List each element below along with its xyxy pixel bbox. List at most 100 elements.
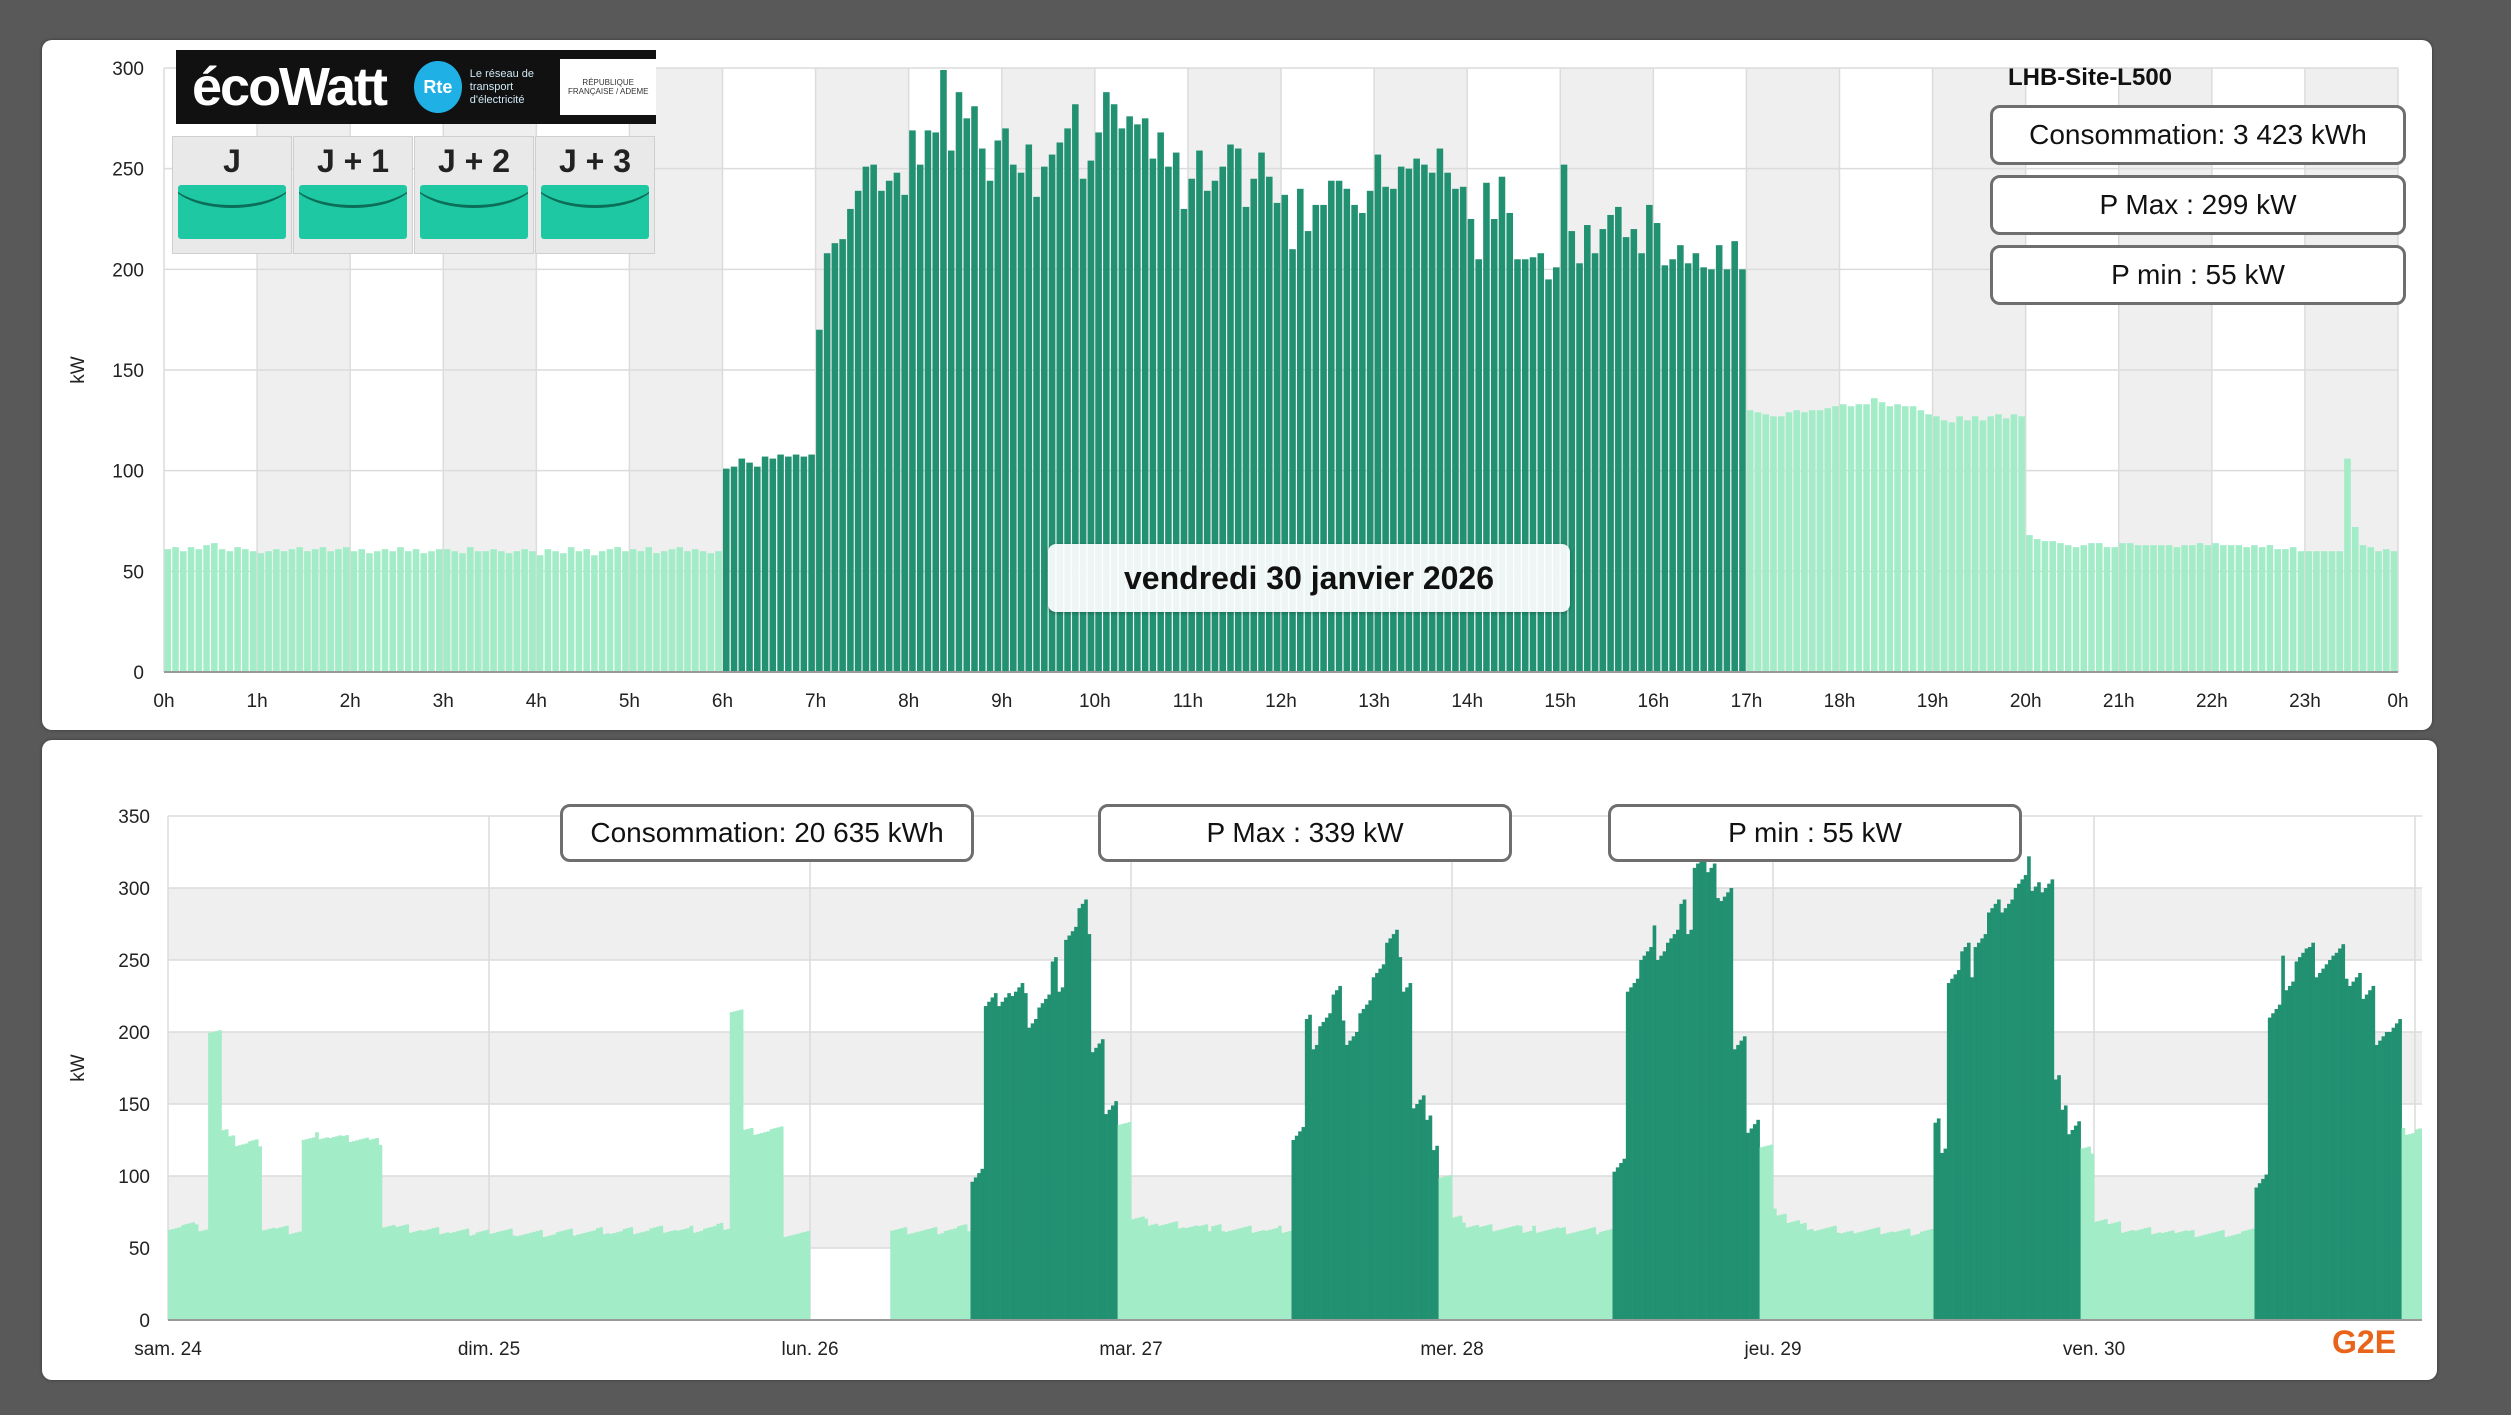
bar (472, 1234, 476, 1320)
bar (1997, 899, 2001, 1320)
bar (823, 253, 831, 672)
bar (779, 1126, 784, 1320)
bar (932, 132, 939, 673)
bar (335, 1136, 339, 1320)
bar (552, 551, 559, 672)
bar (1716, 898, 1720, 1320)
bar (565, 1229, 570, 1320)
bar (2287, 985, 2292, 1320)
bar (1211, 1226, 1215, 1320)
bar (1196, 150, 1203, 673)
bar (458, 1230, 463, 1320)
bar (2258, 547, 2266, 672)
bar (885, 180, 893, 672)
bar (1913, 1234, 1918, 1320)
bar (1789, 1222, 1794, 1320)
bar (1869, 1228, 1874, 1320)
bar (963, 1224, 968, 1320)
bar (1452, 1217, 1456, 1320)
bar (1575, 1231, 1580, 1320)
bar (896, 1228, 901, 1320)
bar (2107, 1224, 2112, 1320)
bar (947, 150, 955, 673)
bar (1017, 987, 1021, 1320)
bar (325, 1137, 329, 1320)
daily-consumption-box: Consommation: 3 423 kWh (1990, 105, 2406, 165)
bar (1254, 1231, 1259, 1320)
bar (2247, 1229, 2252, 1320)
bar (2030, 890, 2035, 1320)
bar (478, 1231, 483, 1320)
bar (994, 140, 1002, 673)
bar (238, 1145, 242, 1320)
bar (2043, 888, 2048, 1320)
y-tick-label: 300 (112, 59, 144, 80)
bar (1801, 412, 1808, 672)
bar (950, 1229, 955, 1320)
x-tick-label: 10h (1079, 691, 1111, 712)
y-tick-label: 100 (112, 462, 144, 483)
bar (723, 468, 730, 672)
y-tick-label: 250 (112, 160, 144, 181)
bar (1559, 1228, 1563, 1320)
bar (1803, 1222, 1807, 1320)
bar (281, 1226, 286, 1320)
bar (1421, 164, 1428, 672)
bar (660, 551, 668, 672)
bar (1669, 259, 1676, 672)
bar (1602, 1231, 1607, 1320)
bar (1639, 960, 1643, 1320)
bar (2010, 899, 2015, 1320)
bar (1495, 1230, 1500, 1320)
y-axis-label: kW (68, 356, 89, 384)
bar (1832, 406, 1839, 672)
bar (2194, 1237, 2198, 1320)
bar (800, 456, 808, 672)
bar (1388, 938, 1393, 1320)
bar (296, 547, 303, 672)
bar (585, 1232, 590, 1320)
bar (1652, 925, 1657, 1320)
bar (2060, 1109, 2065, 1320)
bar (404, 551, 412, 672)
bar (539, 1230, 543, 1320)
bar (545, 1236, 550, 1320)
bar (1087, 934, 1092, 1320)
bar (2381, 1036, 2386, 1320)
bar (2418, 1128, 2422, 1320)
bar (1622, 1158, 1627, 1320)
bar (2281, 955, 2285, 1320)
bar (291, 1233, 296, 1320)
bar (2137, 1229, 2142, 1320)
bar (2244, 1230, 2249, 1320)
bar (1164, 1224, 1169, 1320)
bar (1452, 188, 1459, 673)
bar (1040, 1003, 1045, 1320)
bar (521, 549, 528, 672)
bar (2127, 543, 2134, 672)
bar (612, 1233, 617, 1320)
bar (2217, 1231, 2222, 1320)
bar (2110, 1223, 2115, 1320)
bar (2351, 527, 2359, 672)
bar (1288, 1231, 1292, 1320)
bar (1816, 410, 1824, 672)
bar (2201, 1235, 2205, 1320)
bar (315, 1132, 319, 1320)
bar (831, 243, 839, 672)
bar (331, 1137, 336, 1320)
bar (2111, 547, 2119, 672)
bar (234, 547, 241, 672)
bar (2097, 1220, 2101, 1320)
bar (1054, 957, 1058, 1320)
bar (2291, 981, 2295, 1320)
bar (1661, 265, 1669, 672)
bar (432, 1228, 436, 1320)
bar (1358, 1013, 1363, 1320)
bar (1816, 1230, 1821, 1320)
bar (1415, 1104, 1419, 1320)
rte-logo-icon: Rte (414, 61, 462, 113)
bar (1124, 1123, 1128, 1320)
x-tick-label: 5h (619, 691, 640, 712)
weekly-pmin-box: P min : 55 kW (1608, 804, 2022, 862)
